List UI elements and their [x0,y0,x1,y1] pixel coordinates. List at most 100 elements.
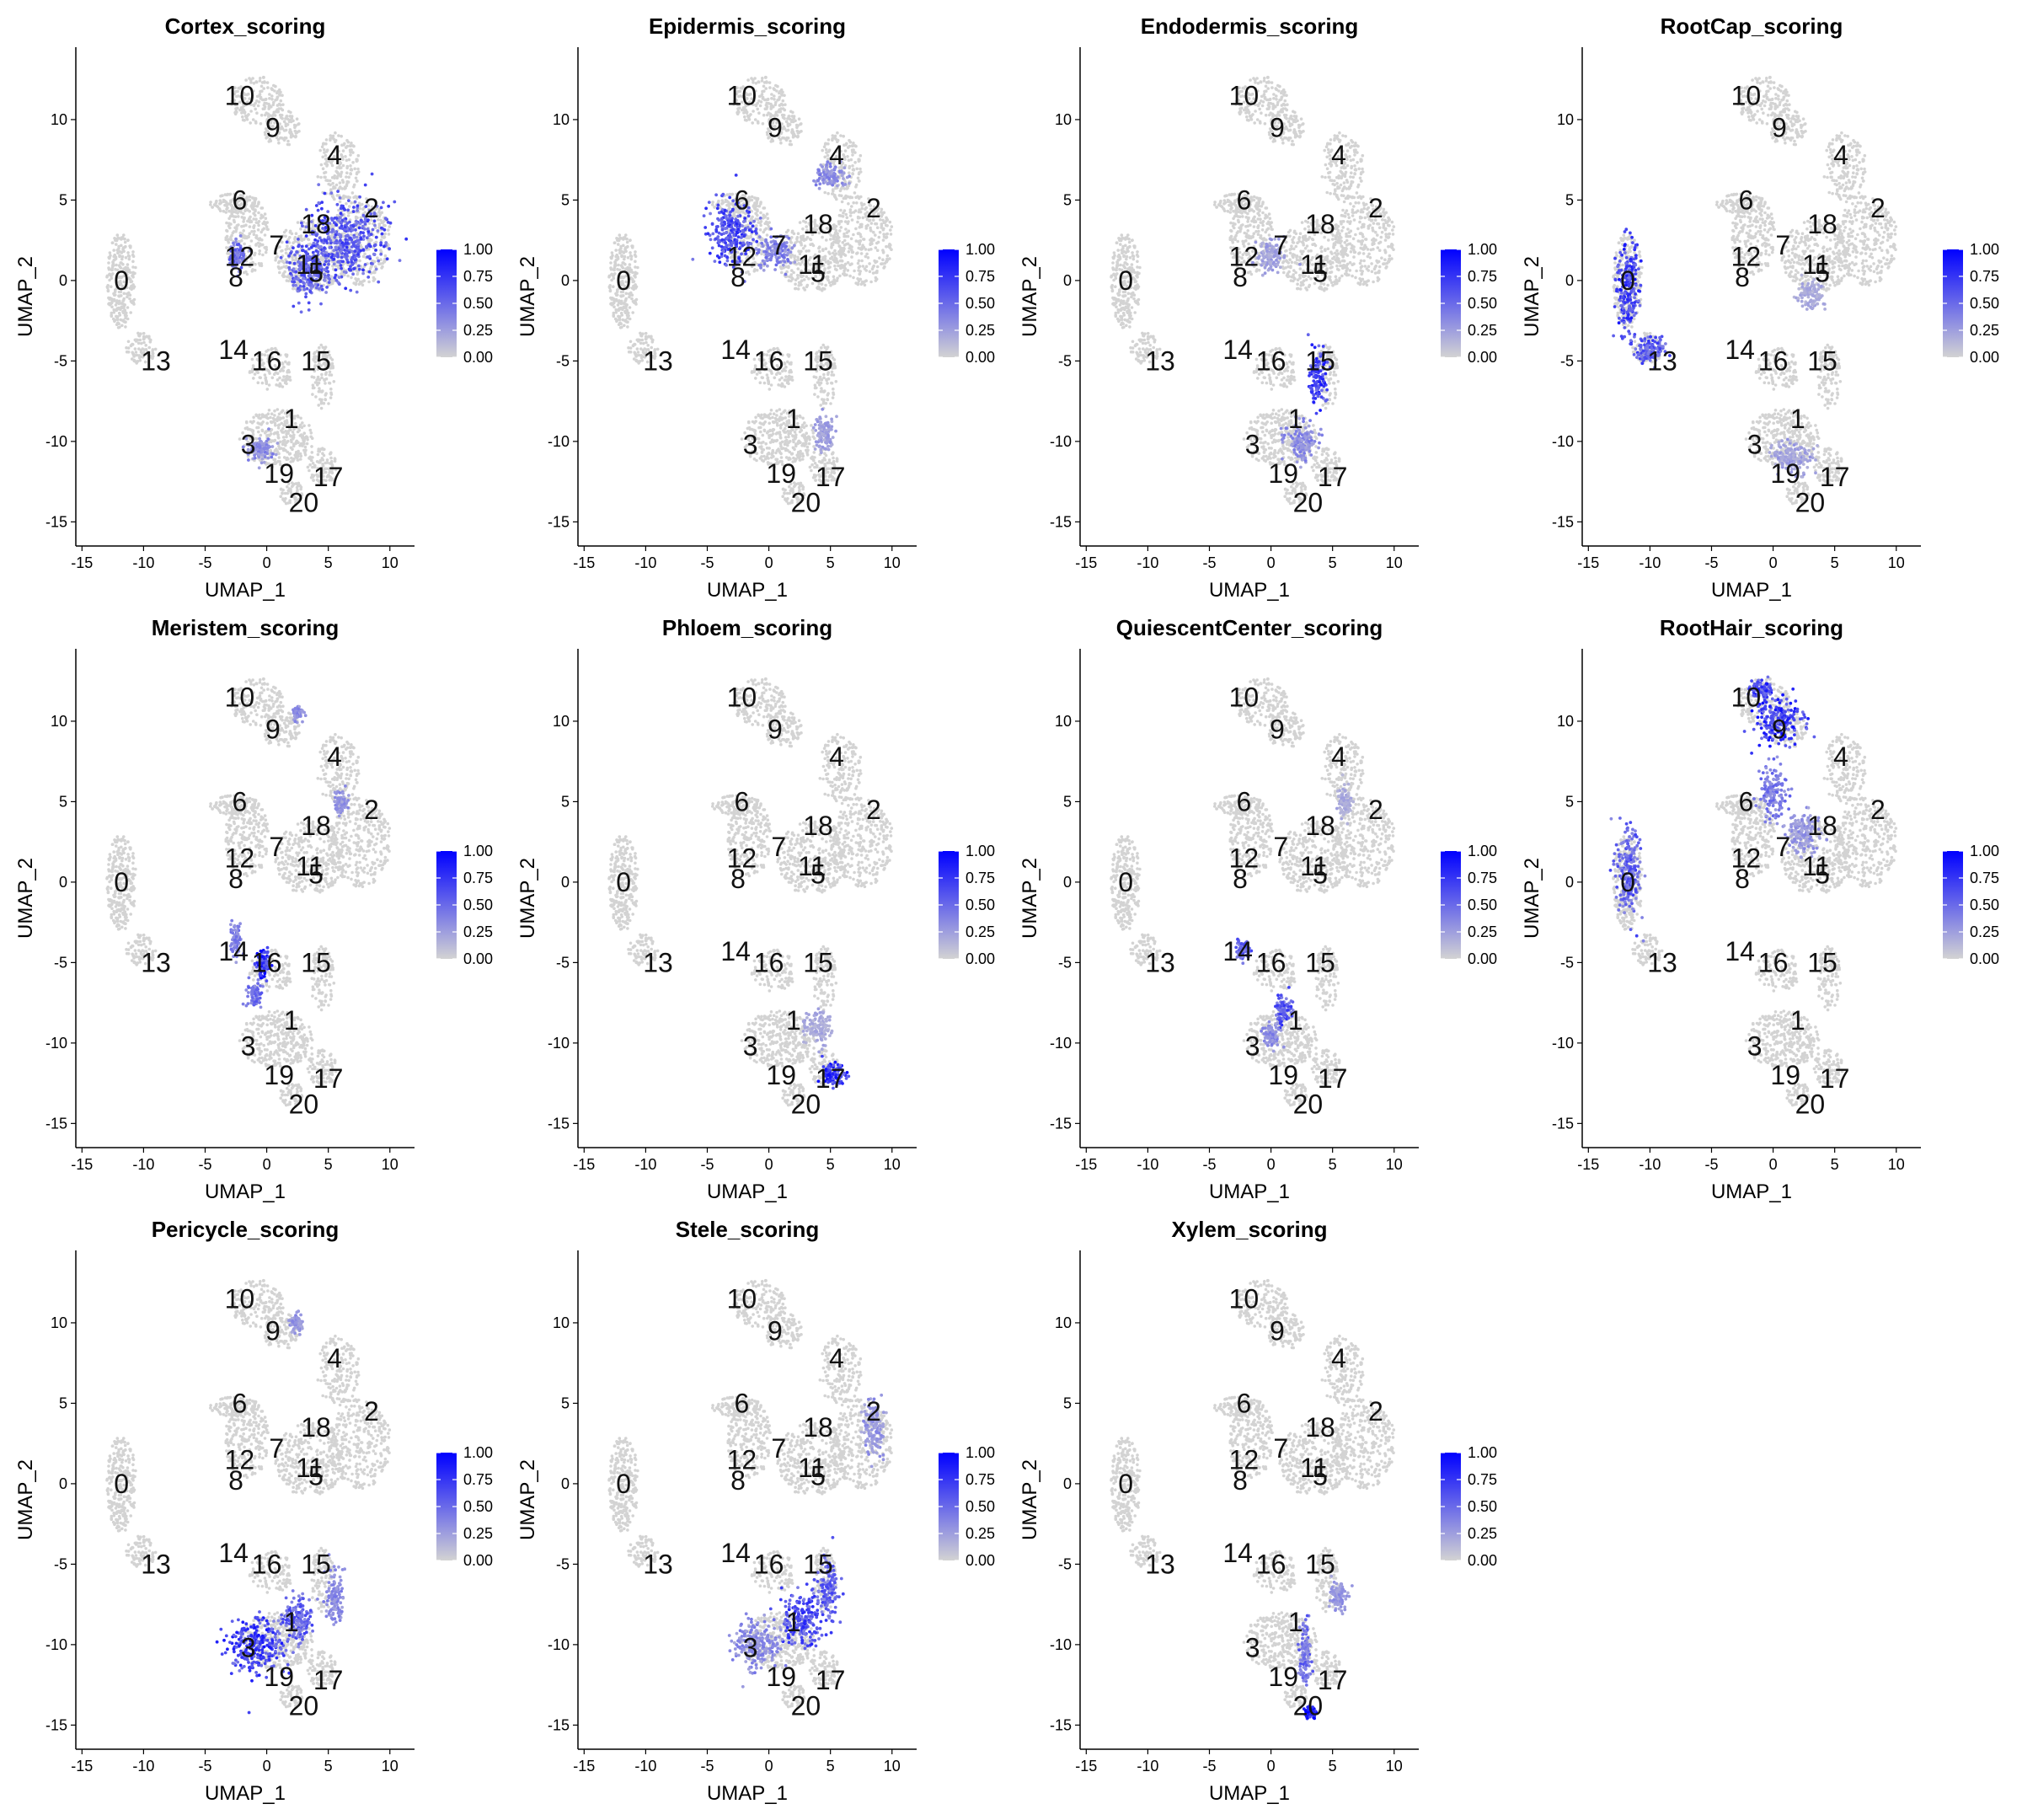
cluster-label: 18 [301,209,331,239]
score-point [289,252,292,255]
cell-point [623,306,626,309]
cell-point [848,171,851,174]
cell-point [628,351,631,354]
cell-point [278,377,281,380]
cell-point [291,447,294,451]
cell-point [288,131,292,134]
cell-point [259,434,263,437]
cell-point [875,246,878,249]
cell-point [233,221,236,224]
cell-point [255,81,259,84]
cell-point [754,118,757,121]
cell-point [779,266,783,270]
score-point [308,290,312,293]
cell-point [329,179,332,183]
cell-point [794,120,797,123]
score-point [361,231,365,234]
cell-point [823,156,826,159]
cell-point [627,346,630,350]
cell-point [790,269,794,272]
cell-point [252,226,255,229]
cell-point [300,454,303,458]
score-point [340,264,343,267]
cell-point [800,244,803,247]
cell-point [110,313,113,317]
score-point [383,228,387,232]
score-point [347,199,350,202]
cell-point [875,270,879,273]
cell-point [285,377,288,381]
cell-point [293,454,297,458]
cell-point [265,251,268,254]
cell-point [794,287,798,291]
cell-point [352,145,356,148]
cell-point [252,416,255,420]
score-point [364,184,367,187]
cell-point [253,233,256,236]
cell-point [360,217,363,220]
cell-point [302,442,306,446]
cell-point [768,86,772,89]
cell-point [277,436,281,440]
cell-point [762,89,766,93]
cell-point [797,232,800,235]
cell-point [765,81,768,84]
cell-point [282,276,286,279]
cell-point [306,442,309,446]
score-point [375,268,378,271]
cell-point [767,98,770,101]
cell-point [869,281,873,284]
cell-point [258,238,261,242]
cell-point [645,335,648,339]
cell-point [301,421,304,425]
cell-point [149,339,152,342]
cell-point [626,320,629,324]
cell-point [879,231,882,234]
cell-point [278,271,281,275]
cell-point [875,242,879,245]
cell-point [277,445,281,448]
cell-point [859,170,863,174]
cell-point [283,120,286,124]
cluster-label: 2 [364,193,379,223]
cell-point [856,221,859,224]
cell-point [287,362,291,366]
cell-point [260,89,264,93]
cell-point [890,233,893,236]
cell-point [853,191,857,195]
cell-point [765,228,768,231]
cell-point [789,143,793,147]
cell-point [796,135,800,138]
cluster-label: 9 [265,112,281,142]
cell-point [851,153,854,157]
cell-point [645,341,648,345]
cell-point [250,205,254,208]
cell-point [618,251,622,254]
cell-point [209,203,212,206]
cell-point [858,217,861,220]
cell-point [332,135,335,138]
cell-point [222,200,226,203]
cell-point [226,194,229,197]
cell-point [355,158,358,161]
cell-point [332,280,335,283]
cell-point [789,273,793,276]
cluster-label: 16 [252,345,282,376]
cell-point [135,351,138,354]
cell-point [290,441,293,444]
cell-point [612,277,616,281]
cell-point [259,423,263,426]
cell-point [750,217,753,221]
cell-point [631,278,634,281]
cell-point [308,463,312,467]
cell-point [610,273,613,276]
cell-point [135,361,138,364]
cell-point [711,203,714,206]
score-point [325,286,329,289]
cell-point [329,396,333,399]
score-point [350,263,354,266]
cell-point [838,275,842,278]
cell-point [301,436,304,440]
cell-point [225,201,228,204]
cell-point [286,370,290,373]
